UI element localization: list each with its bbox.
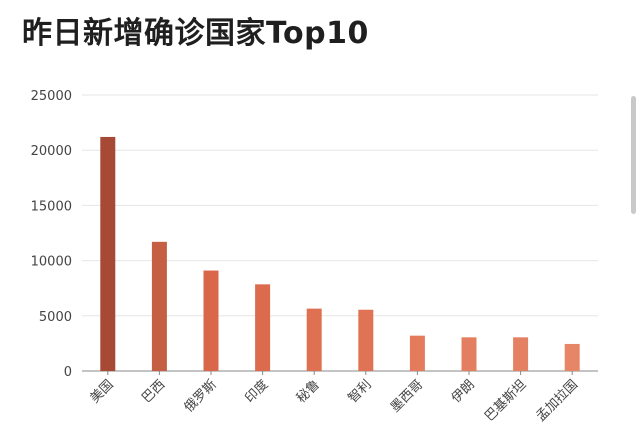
x-tick-label: 俄罗斯 [182,377,220,415]
bar [358,309,374,371]
y-tick-label: 0 [64,365,72,380]
x-tick-label: 智利 [346,377,375,406]
x-tick-label: 伊朗 [449,377,478,406]
x-tick-label: 巴基斯坦 [482,377,529,424]
chart-title: 昨日新增确诊国家Top10 [22,16,369,51]
bar [255,284,271,371]
bar [151,241,167,371]
bar [461,337,477,371]
x-tick-label: 秘鲁 [294,377,323,406]
x-tick-label: 美国 [88,377,117,406]
scrollbar[interactable] [631,96,636,214]
x-tick-label: 孟加拉国 [534,377,581,424]
x-tick-label: 墨西哥 [388,377,426,415]
bar [564,343,580,371]
x-tick-label: 巴西 [139,377,168,406]
bar [513,337,529,371]
y-tick-label: 20000 [31,144,72,159]
y-tick-label: 10000 [31,255,72,270]
bar [306,308,322,371]
y-tick-label: 5000 [39,310,72,325]
x-tick-label: 印度 [242,377,272,407]
bar [409,335,425,371]
y-tick-label: 25000 [31,89,72,104]
bar [100,136,116,371]
y-tick-label: 15000 [31,199,72,214]
bar [203,270,219,371]
